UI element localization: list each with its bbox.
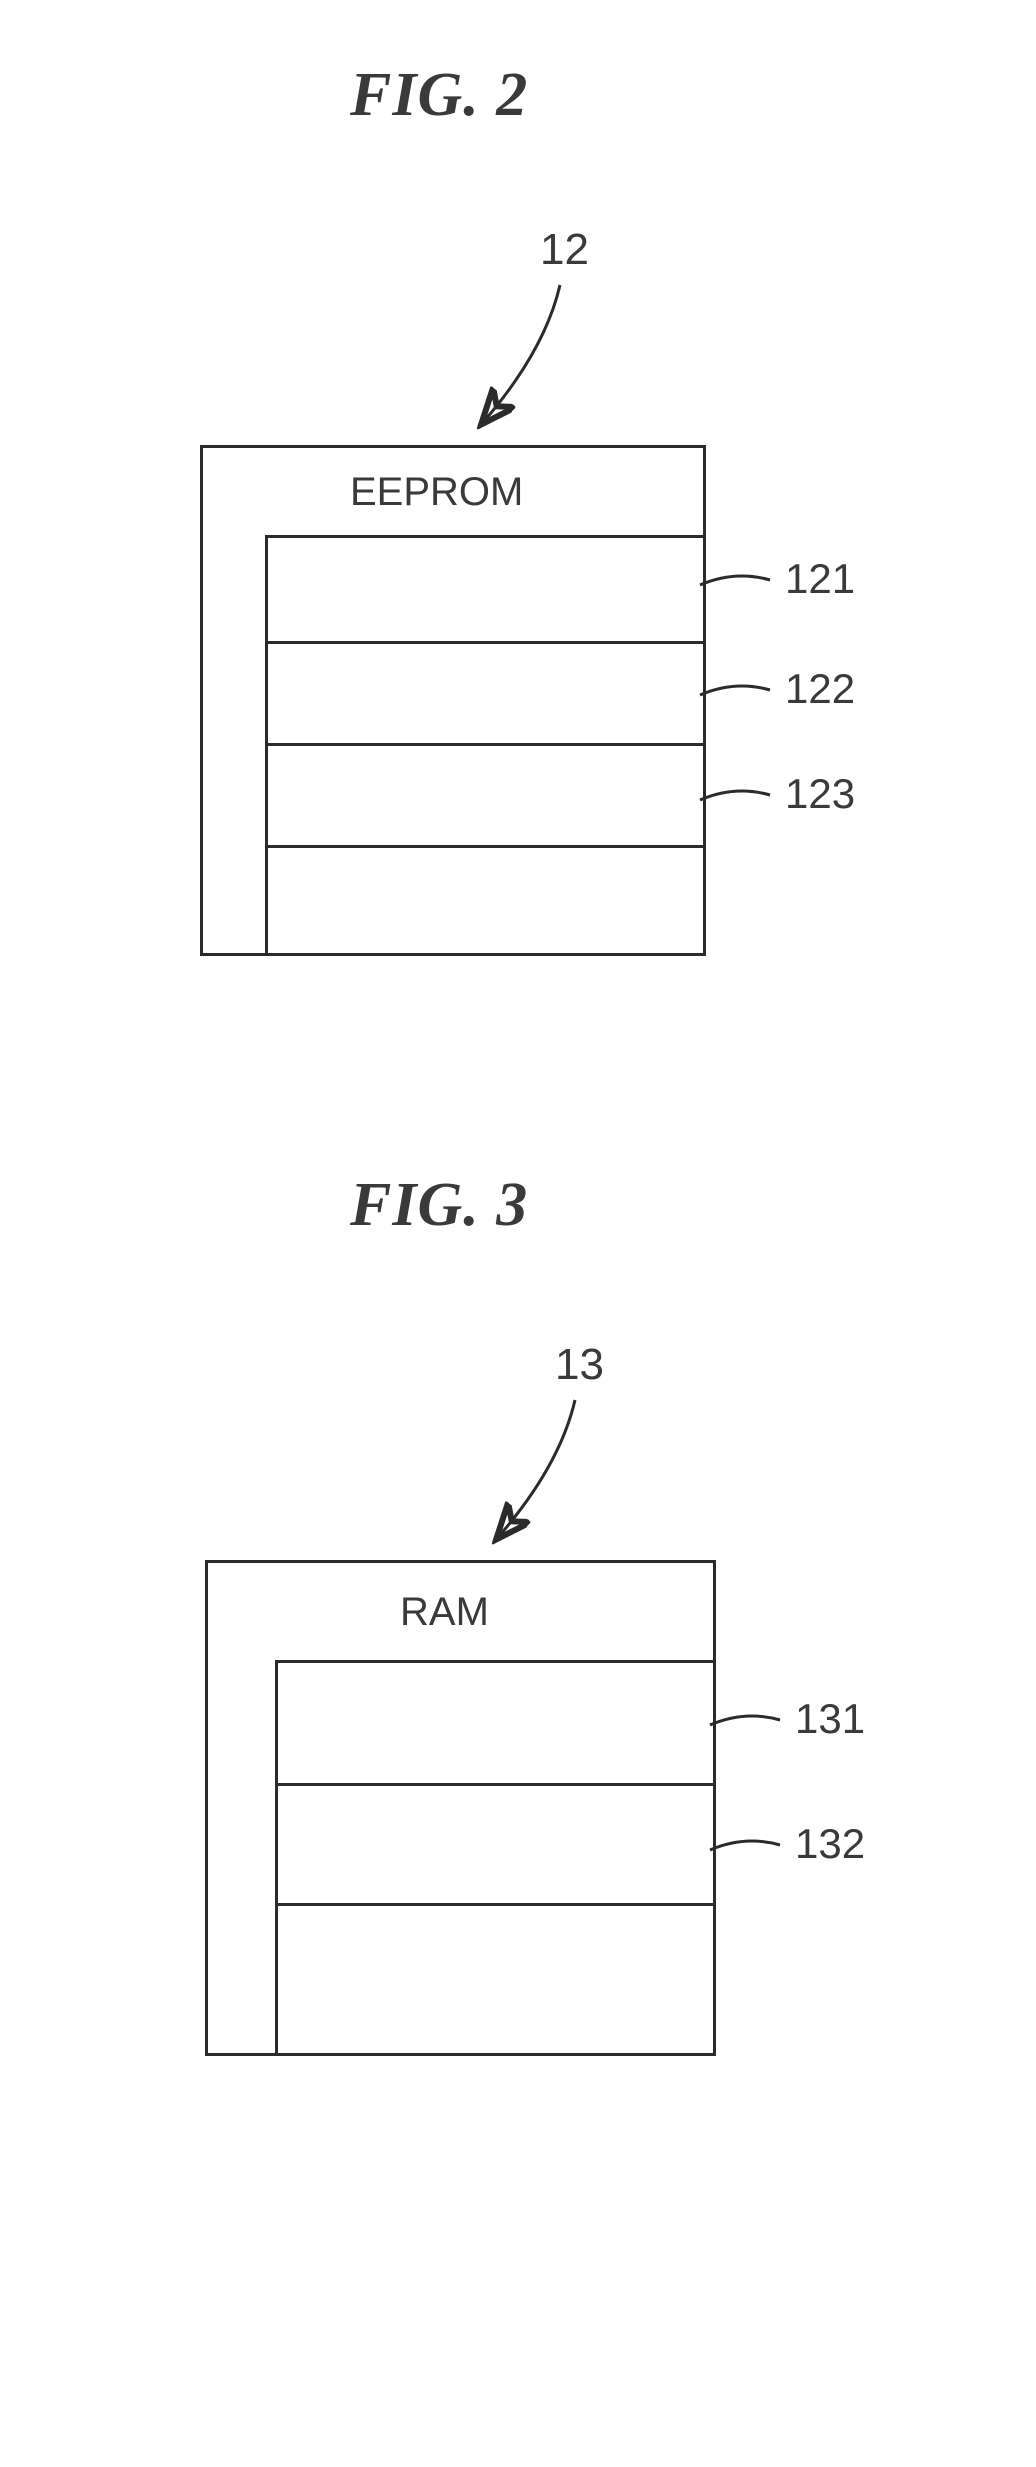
fig3-label-132: 132 bbox=[795, 1820, 865, 1868]
page: FIG. 2 12 EEPROM 121 122 123 FIG. 3 13 bbox=[0, 0, 1036, 2467]
fig3-leader-132 bbox=[0, 0, 1036, 2467]
